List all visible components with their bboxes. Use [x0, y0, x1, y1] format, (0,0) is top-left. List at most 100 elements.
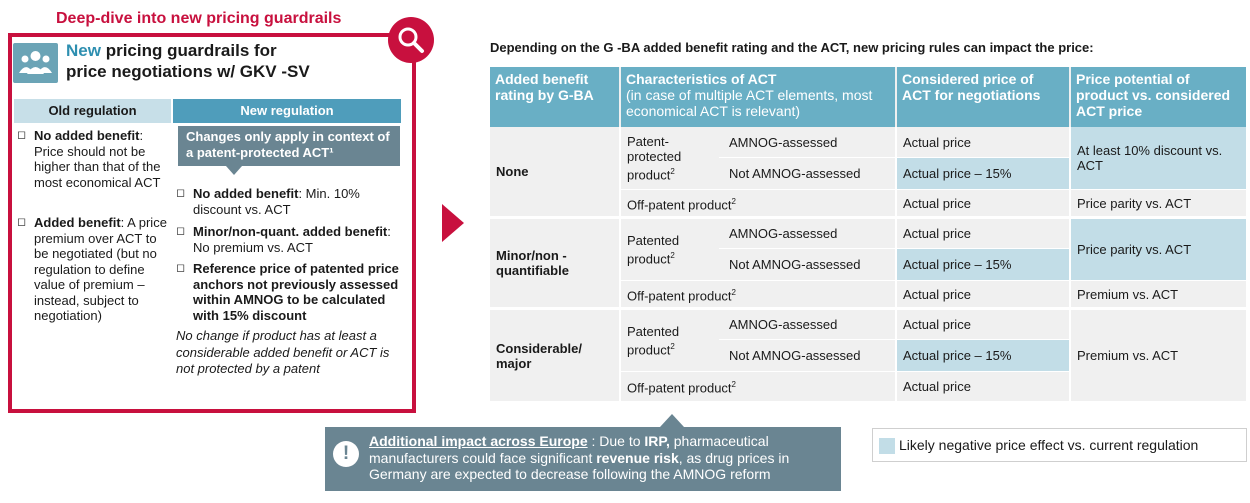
new-regulation-header: New regulation — [173, 99, 401, 123]
row-divider — [719, 339, 1069, 340]
off-patent-product: Off-patent product2 — [621, 190, 895, 216]
footnote-sup: 2 — [731, 196, 736, 206]
old-regulation-header: Old regulation — [14, 99, 171, 123]
impact-sep: : Due to — [587, 433, 645, 449]
not-amnog-assessed: Not AMNOG-assessed — [729, 257, 861, 272]
price-cell: Actual price — [903, 226, 971, 241]
new-item-text: : No premium vs. ACT — [193, 224, 391, 255]
pricing-rules-table: Added benefit rating by G-BA Characteris… — [490, 67, 1246, 401]
price-cell: Actual price — [903, 195, 971, 211]
header-rating: Added benefit rating by G-BA — [490, 67, 619, 127]
off-patent-product: Off-patent product2 — [621, 281, 895, 307]
footnote-sup: 2 — [731, 287, 736, 297]
old-item-added-benefit: ◻ Added benefit: A price premium over AC… — [17, 215, 169, 324]
bullet-icon: ◻ — [176, 187, 186, 199]
right-arrow-icon — [442, 204, 464, 242]
people-icon — [13, 43, 58, 83]
bullet-icon: ◻ — [17, 129, 27, 141]
potential-cell: Premium vs. ACT — [1077, 286, 1179, 302]
price-cell: Actual price — [903, 286, 971, 302]
price-cell: Actual price – 15% — [903, 348, 1012, 363]
group-divider — [490, 216, 1246, 219]
column-divider — [895, 127, 897, 401]
price-cell: Actual price – 15% — [903, 166, 1012, 181]
panel-title: New pricing guardrails for price negotia… — [66, 40, 310, 82]
price-cell: Actual price — [903, 317, 971, 332]
amnog-assessed: AMNOG-assessed — [729, 317, 838, 332]
impact-irp: IRP, — [644, 433, 670, 449]
column-divider — [619, 127, 621, 401]
bullet-icon: ◻ — [176, 262, 186, 274]
new-item-minor-benefit: ◻ Minor/non-quant. added benefit: No pre… — [176, 224, 402, 255]
sub-patented: Patented product2 — [621, 310, 717, 371]
patent-callout: Changes only apply in context of a paten… — [178, 126, 400, 166]
rating-minor: Minor/non - quantifiable — [496, 248, 569, 278]
exclamation-icon: ! — [333, 441, 359, 467]
row-divider — [719, 157, 1069, 158]
not-amnog-assessed: Not AMNOG-assessed — [729, 166, 861, 181]
impact-risk: revenue risk — [596, 449, 679, 466]
row-divider — [719, 248, 1069, 249]
sub-patented: Patented product2 — [621, 219, 717, 280]
old-item-bold: Added benefit — [34, 215, 121, 230]
off-patent-label: Off-patent product — [627, 288, 732, 304]
title-line-2: price negotiations w/ GKV -SV — [66, 62, 310, 81]
price-cell: Actual price — [903, 134, 971, 150]
pricing-guardrails-panel — [8, 33, 416, 413]
europe-impact-callout: Additional impact across Europe : Due to… — [325, 427, 841, 491]
off-patent-label: Off-patent product — [627, 197, 732, 213]
header-act-sub: (in case of multiple ACT elements, most … — [626, 87, 873, 119]
group-divider — [490, 307, 1246, 310]
potential-cell: At least 10% discount vs. ACT — [1077, 143, 1223, 173]
price-cell: Actual price — [903, 379, 971, 394]
header-act-main: Characteristics of ACT — [626, 71, 777, 87]
title-new: New — [66, 41, 101, 60]
row-divider — [621, 189, 1246, 190]
footnote-sup: 2 — [670, 341, 675, 351]
legend-swatch — [879, 438, 895, 454]
new-item-bold: Reference price of patented price anchor… — [193, 261, 399, 323]
highlight-cell — [1071, 218, 1246, 280]
new-item-reference-price: ◻ Reference price of patented price anch… — [176, 261, 402, 323]
rating-considerable: Considerable/ major — [496, 340, 582, 371]
sub-patent-protected: Patent-protected product2 — [621, 127, 717, 189]
off-patent-product: Off-patent product2 — [621, 372, 895, 401]
old-item-text: : A price premium over ACT to be negotia… — [34, 215, 167, 323]
legend: Likely negative price effect vs. current… — [872, 428, 1247, 462]
impact-label: Additional impact across Europe — [369, 433, 588, 449]
highlight-cell — [897, 340, 1069, 371]
sub-label: Patented product — [627, 232, 680, 267]
intro-text: Depending on the G -BA added benefit rat… — [490, 40, 1094, 55]
footnote-sup: 2 — [731, 380, 736, 390]
old-item-text: : Price should not be higher than that o… — [34, 128, 161, 190]
legend-label: Likely negative price effect vs. current… — [899, 437, 1199, 453]
amnog-assessed: AMNOG-assessed — [729, 226, 838, 241]
potential-cell: Price parity vs. ACT — [1077, 242, 1192, 257]
footnote-sup: 2 — [670, 166, 675, 176]
header-considered: Considered price of ACT for negotiations — [897, 67, 1069, 127]
header-act: Characteristics of ACT (in case of multi… — [621, 67, 895, 127]
new-item-text: : Min. 10% discount vs. ACT — [193, 186, 360, 217]
column-divider — [1069, 127, 1071, 401]
deep-dive-title: Deep-dive into new pricing guardrails — [56, 10, 342, 27]
no-change-note: No change if product has at least a cons… — [176, 328, 390, 376]
footnote-sup: 2 — [670, 250, 675, 260]
sub-label: Patented product — [627, 323, 680, 358]
not-amnog-assessed: Not AMNOG-assessed — [729, 348, 861, 363]
bullet-icon: ◻ — [17, 216, 27, 228]
callout-pointer — [226, 166, 242, 175]
new-item-bold: Minor/non-quant. added benefit — [193, 224, 388, 239]
new-item-bold: No added benefit — [193, 186, 299, 201]
highlight-cell — [897, 249, 1069, 280]
new-item-no-benefit: ◻ No added benefit: Min. 10% discount vs… — [176, 186, 402, 217]
bullet-icon: ◻ — [176, 225, 186, 237]
amnog-assessed: AMNOG-assessed — [729, 134, 838, 150]
row-divider — [621, 371, 1069, 372]
potential-cell: Price parity vs. ACT — [1077, 195, 1192, 211]
old-item-no-benefit: ◻ No added benefit: Price should not be … — [17, 128, 169, 190]
rating-none: None — [496, 164, 529, 179]
row-divider — [621, 280, 1246, 281]
impact-mid: pharmaceutical manufacturers could face … — [369, 433, 769, 466]
impact-pointer — [660, 414, 684, 427]
off-patent-label: Off-patent product — [627, 380, 732, 396]
